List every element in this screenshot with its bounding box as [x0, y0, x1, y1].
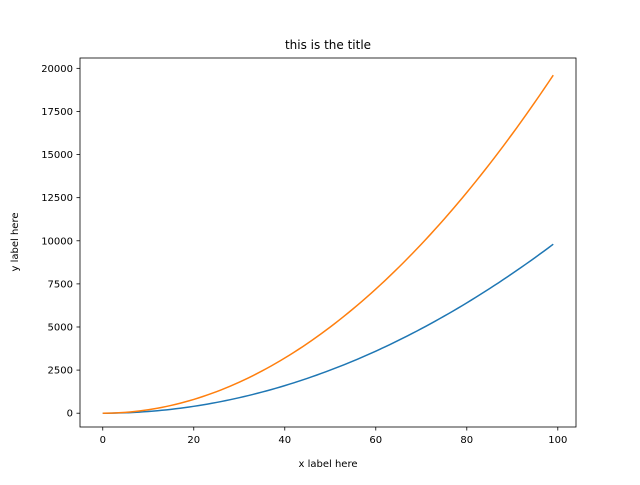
y-tick-label: 15000 — [41, 150, 73, 161]
y-axis-ticks: 0 2500 5000 7500 10000 12500 15000 17500 20000 — [41, 64, 80, 420]
y-tick-label: 12500 — [41, 193, 73, 204]
x-tick-label: 20 — [187, 435, 200, 446]
x-tick-label: 0 — [100, 435, 106, 446]
y-tick-label: 10000 — [41, 236, 73, 247]
y-tick-label: 5000 — [48, 322, 73, 333]
x-axis-ticks: 0 20 40 60 80 100 — [100, 427, 567, 446]
y-tick-label: 2500 — [48, 366, 73, 377]
plot-area — [80, 58, 576, 427]
series-line-2 — [102, 74, 554, 414]
y-tick-label: 0 — [67, 409, 73, 420]
series-line-1 — [102, 243, 554, 414]
x-tick-label: 60 — [369, 435, 382, 446]
x-tick-label: 100 — [548, 435, 567, 446]
x-tick-label: 80 — [460, 435, 473, 446]
x-tick-label: 40 — [278, 435, 291, 446]
y-tick-label: 17500 — [41, 107, 73, 118]
plot-frame — [79, 57, 577, 428]
series-layer — [102, 74, 554, 414]
y-tick-label: 7500 — [48, 279, 73, 290]
chart-title: this is the title — [285, 38, 371, 52]
y-tick-label: 20000 — [41, 64, 73, 75]
y-axis-label: y label here — [10, 213, 21, 272]
x-axis-label: x label here — [299, 459, 358, 470]
